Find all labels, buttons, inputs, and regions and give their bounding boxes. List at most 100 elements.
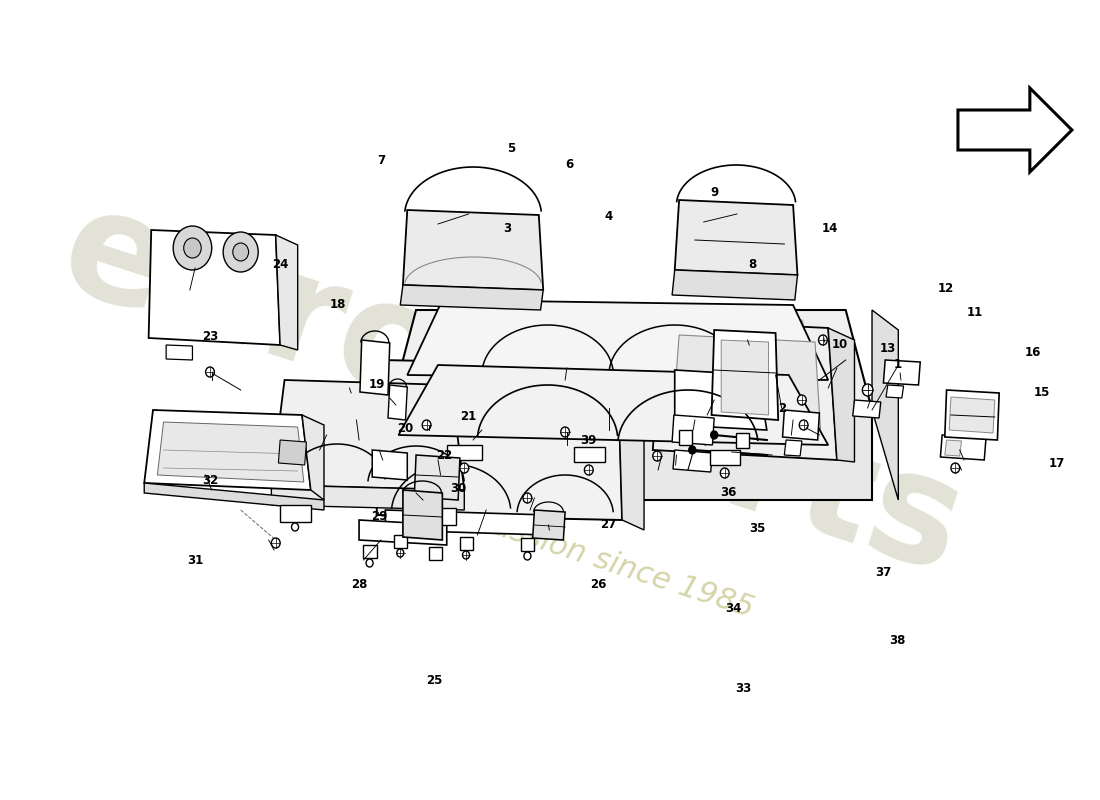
Circle shape [524,552,531,560]
Circle shape [206,367,214,377]
Text: 11: 11 [967,306,982,318]
Polygon shape [407,300,828,380]
Circle shape [800,420,808,430]
Circle shape [233,243,249,261]
Polygon shape [784,440,802,456]
Text: 33: 33 [735,682,751,694]
Text: 19: 19 [368,378,385,390]
Text: eurosports: eurosports [44,174,981,606]
Polygon shape [144,483,324,510]
Text: 25: 25 [427,674,442,686]
Text: 8: 8 [749,258,757,270]
Text: 4: 4 [604,210,613,222]
Polygon shape [673,450,713,472]
Polygon shape [712,330,778,420]
Text: 34: 34 [725,602,741,614]
Text: 38: 38 [889,634,905,646]
Circle shape [689,446,696,454]
Polygon shape [652,320,837,460]
Polygon shape [400,285,543,310]
Polygon shape [722,340,769,415]
Text: 21: 21 [460,410,476,422]
Circle shape [561,427,570,437]
Circle shape [223,232,258,272]
Text: 29: 29 [372,510,387,522]
Circle shape [397,549,404,557]
Text: 23: 23 [202,330,219,342]
Text: 37: 37 [874,566,891,578]
Polygon shape [674,370,767,430]
Text: 5: 5 [507,142,516,154]
Text: 10: 10 [832,338,848,350]
Text: 36: 36 [720,486,737,498]
Circle shape [184,238,201,258]
Polygon shape [852,400,881,418]
Polygon shape [672,270,798,300]
Polygon shape [574,447,605,462]
Polygon shape [736,433,749,448]
Text: 2: 2 [778,402,785,414]
Text: 16: 16 [1024,346,1041,358]
Polygon shape [872,310,899,500]
Polygon shape [672,415,714,445]
Polygon shape [302,415,324,500]
Circle shape [862,384,873,396]
Text: 30: 30 [451,482,466,494]
Text: 3: 3 [503,222,510,234]
Circle shape [366,559,373,567]
Circle shape [950,463,959,473]
Text: 32: 32 [202,474,219,486]
Polygon shape [360,340,389,395]
Text: 39: 39 [581,434,597,446]
Polygon shape [376,360,623,520]
Text: 35: 35 [749,522,766,534]
Polygon shape [415,455,460,500]
Polygon shape [372,450,407,480]
Polygon shape [272,380,464,490]
Polygon shape [272,485,464,510]
Polygon shape [782,410,820,440]
Text: 27: 27 [600,518,616,530]
Polygon shape [388,385,407,420]
Polygon shape [144,410,311,490]
Circle shape [720,468,729,478]
Polygon shape [389,310,872,410]
Circle shape [292,523,298,531]
Polygon shape [477,330,705,400]
Circle shape [462,551,470,559]
Polygon shape [618,365,644,530]
Polygon shape [363,545,376,558]
Text: 22: 22 [436,450,452,462]
Polygon shape [828,328,855,462]
Text: 12: 12 [937,282,954,294]
Polygon shape [521,538,535,551]
Text: 26: 26 [591,578,606,590]
Polygon shape [949,397,994,433]
Polygon shape [359,520,447,545]
Polygon shape [532,510,565,540]
Polygon shape [403,210,543,290]
Polygon shape [278,440,307,465]
Text: 6: 6 [565,158,573,170]
Polygon shape [425,320,828,405]
Circle shape [711,431,717,439]
Polygon shape [945,440,961,456]
Circle shape [584,465,593,475]
Polygon shape [447,445,482,460]
Polygon shape [394,535,407,548]
Text: 1: 1 [893,358,902,370]
Polygon shape [148,230,280,345]
Polygon shape [710,450,740,465]
Polygon shape [945,390,999,440]
Polygon shape [276,235,298,350]
Polygon shape [674,200,798,275]
Text: 7: 7 [377,154,385,166]
Polygon shape [883,360,921,385]
Circle shape [522,493,531,503]
Polygon shape [280,505,311,522]
Polygon shape [425,508,455,525]
Text: 24: 24 [272,258,288,270]
Polygon shape [385,510,548,535]
Polygon shape [460,537,473,550]
Circle shape [652,451,661,461]
